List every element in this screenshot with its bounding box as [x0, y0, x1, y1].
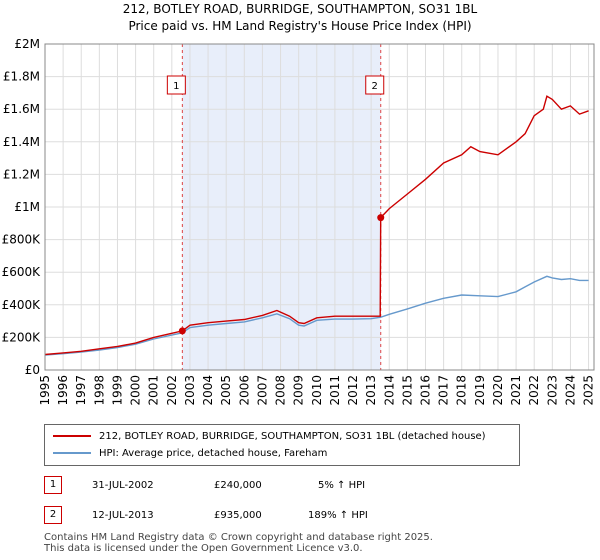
sale-point — [377, 214, 385, 222]
x-tick-label: 2001 — [147, 375, 161, 406]
legend-label-property: 212, BOTLEY ROAD, BURRIDGE, SOUTHAMPTON,… — [99, 431, 486, 442]
legend-item-hpi: HPI: Average price, detached house, Fare… — [53, 448, 327, 459]
transaction-row: 2 12-JUL-2013 £935,000 189% ↑ HPI — [0, 506, 600, 528]
x-tick-label: 2015 — [400, 375, 414, 406]
x-tick-label: 2014 — [382, 375, 396, 406]
annotation-label: 1 — [173, 81, 179, 92]
x-tick-label: 2006 — [237, 375, 251, 406]
x-tick-label: 2019 — [473, 375, 487, 406]
annotation-box — [365, 75, 385, 95]
x-tick-label: 2023 — [545, 375, 559, 406]
transaction-price: £935,000 — [214, 510, 262, 521]
x-tick-label: 2012 — [346, 375, 360, 406]
legend-label-hpi: HPI: Average price, detached house, Fare… — [99, 448, 328, 459]
y-tick-label: £800K — [2, 233, 42, 247]
y-tick-label: £2M — [14, 37, 40, 51]
x-tick-label: 2013 — [364, 375, 378, 406]
sale-point — [178, 327, 186, 335]
x-tick-label: 2020 — [491, 375, 505, 406]
x-tick-label: 2017 — [437, 375, 451, 406]
y-tick-label: £1.2M — [3, 167, 40, 181]
x-tick-label: 2000 — [129, 375, 143, 406]
x-tick-label: 2011 — [328, 375, 342, 406]
x-tick-label: 1995 — [38, 375, 52, 406]
chart-subtitle: Price paid vs. HM Land Registry's House … — [128, 19, 471, 33]
annotation-label: 2 — [372, 81, 378, 92]
property-price-line — [44, 95, 589, 356]
footer: Contains HM Land Registry data © Crown c… — [44, 532, 433, 554]
x-tick-label: 2002 — [165, 375, 179, 406]
transaction-date: 31-JUL-2002 — [92, 480, 154, 491]
transaction-marker-2: 2 — [44, 506, 62, 524]
x-tick-label: 2005 — [219, 375, 233, 406]
transaction-price: £240,000 — [214, 480, 262, 491]
x-tick-label: 2008 — [274, 375, 288, 406]
footer-licence: This data is licensed under the Open Gov… — [44, 543, 363, 554]
transaction-row: 1 31-JUL-2002 £240,000 5% ↑ HPI — [0, 476, 600, 498]
y-tick-label: £1M — [14, 200, 40, 214]
x-tick-label: 2025 — [582, 375, 596, 406]
y-tick-label: £1.6M — [3, 102, 40, 116]
x-tick-label: 1998 — [92, 375, 106, 406]
legend-item-property: 212, BOTLEY ROAD, BURRIDGE, SOUTHAMPTON,… — [53, 431, 486, 442]
x-tick-label: 2010 — [310, 375, 324, 406]
x-tick-label: 2016 — [418, 375, 432, 406]
x-tick-label: 2022 — [527, 375, 541, 406]
legend-swatch-property — [53, 435, 91, 437]
hpi-line — [44, 275, 589, 356]
plot-border — [44, 43, 595, 371]
y-tick-label: £400K — [2, 298, 42, 312]
transaction-hpi-change: 5% ↑ HPI — [318, 480, 366, 491]
transaction-hpi-change: 189% ↑ HPI — [308, 510, 368, 521]
legend-swatch-hpi — [53, 452, 91, 454]
y-tick-label: £1.4M — [3, 135, 40, 149]
x-tick-label: 1999 — [110, 375, 124, 406]
y-tick-label: £600K — [2, 265, 42, 279]
x-tick-label: 2003 — [183, 375, 197, 406]
x-tick-label: 1997 — [74, 375, 88, 406]
x-tick-label: 2021 — [509, 375, 523, 406]
chart-title: 212, BOTLEY ROAD, BURRIDGE, SOUTHAMPTON,… — [123, 2, 478, 16]
y-tick-label: £200K — [2, 330, 42, 344]
x-tick-label: 2004 — [201, 375, 215, 406]
transaction-marker-1: 1 — [44, 476, 62, 494]
x-tick-label: 2009 — [292, 375, 306, 406]
x-tick-label: 2024 — [563, 375, 577, 406]
legend: 212, BOTLEY ROAD, BURRIDGE, SOUTHAMPTON,… — [44, 424, 520, 466]
y-tick-label: £1.8M — [3, 70, 40, 84]
y-tick-label: £0 — [25, 363, 40, 377]
annotation-box — [166, 75, 186, 95]
x-tick-label: 2007 — [255, 375, 269, 406]
x-tick-label: 2018 — [455, 375, 469, 406]
price-chart: 212, BOTLEY ROAD, BURRIDGE, SOUTHAMPTON,… — [2, 2, 596, 406]
transaction-date: 12-JUL-2013 — [92, 510, 154, 521]
footer-copyright: Contains HM Land Registry data © Crown c… — [44, 532, 433, 543]
x-tick-label: 1996 — [56, 375, 70, 406]
